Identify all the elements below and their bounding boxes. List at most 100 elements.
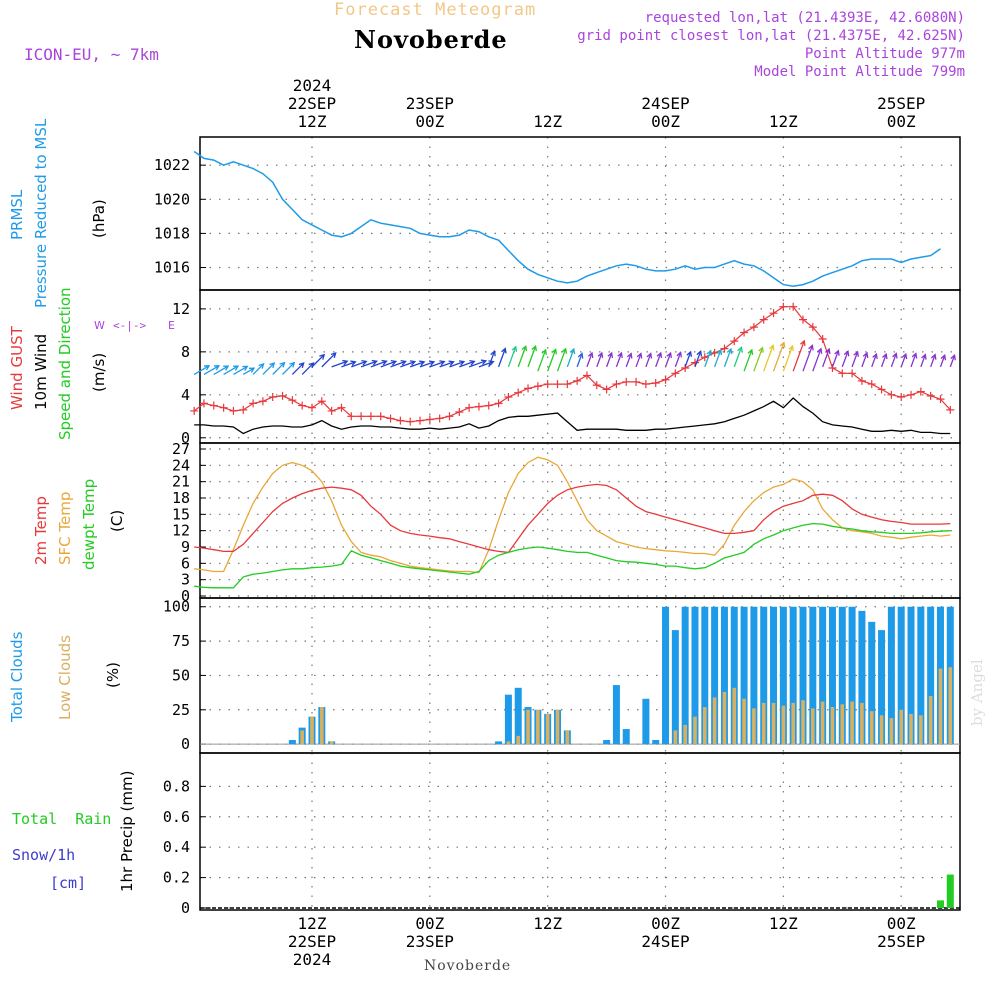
wind-arrow <box>841 350 850 368</box>
wind-arrow <box>449 360 466 368</box>
wind-arrow <box>488 350 496 368</box>
total-cloud-bar <box>495 741 503 745</box>
wind-arrow-head <box>319 353 326 360</box>
wind-arrow <box>596 351 604 368</box>
wind-arrow-head <box>950 353 956 361</box>
gust-marker <box>720 344 729 353</box>
wind-arrow <box>772 341 786 372</box>
gust-marker <box>190 406 199 415</box>
wind-arrow-head <box>800 339 806 346</box>
wind-arrow-shaft <box>517 345 527 368</box>
wind-arrow-shaft <box>880 353 887 368</box>
gust-marker <box>848 369 857 378</box>
gust-marker <box>818 334 827 343</box>
wind-arrow-head <box>390 360 398 366</box>
wind-arrow <box>694 350 703 368</box>
gust-marker <box>867 380 876 389</box>
gust-marker <box>308 403 316 412</box>
wind-arrow-shaft <box>547 349 557 372</box>
wind-arrow-shaft <box>419 361 435 368</box>
total-cloud-bar <box>799 606 807 745</box>
wind-arrow-head <box>816 347 823 354</box>
low-cloud-bar <box>712 697 717 745</box>
wind-arrow-shaft <box>351 360 367 368</box>
wind-arrow-shaft <box>390 360 406 368</box>
wind-arrow-shaft <box>871 353 878 368</box>
wind-arrow-shaft <box>674 352 682 368</box>
bottom-time-label: 12Z <box>298 914 327 933</box>
total-cloud-bar <box>711 606 719 745</box>
wind-arrow-shaft <box>233 365 248 375</box>
forecast-meteogram-title: Forecast Meteogram <box>334 0 537 20</box>
wind-arrow <box>792 339 806 372</box>
wind-arrow <box>517 344 528 368</box>
low-cloud-bar <box>526 709 530 745</box>
wind-arrow-head <box>428 360 436 367</box>
total-cloud-bar <box>720 606 728 745</box>
ytick-label: 0 <box>181 735 190 753</box>
gust-marker <box>504 392 513 401</box>
low-cloud-bar <box>732 687 737 745</box>
wind-arrow <box>370 359 388 368</box>
total-cloud-bar <box>730 606 738 745</box>
gust-marker <box>327 406 336 415</box>
gust-marker <box>239 405 248 414</box>
wind-arrow-shaft <box>576 353 583 368</box>
wind-arrow-head <box>930 353 937 360</box>
wind-arrow-shaft <box>939 355 946 368</box>
panel-frame <box>199 442 961 599</box>
gust-marker <box>298 401 307 410</box>
wind-arrow <box>655 351 663 368</box>
total-cloud-bar <box>701 606 709 745</box>
total-cloud-bar <box>671 630 679 745</box>
wind-arrow-head <box>686 350 693 357</box>
wind-arrow-head <box>636 352 643 359</box>
wind-arrow-shaft <box>449 361 465 368</box>
total-cloud-bar <box>770 606 778 745</box>
wind-arrow-shaft <box>900 353 907 368</box>
low-cloud-bar <box>536 709 540 745</box>
wind-arrow-head <box>248 367 256 373</box>
gust-marker <box>366 412 375 421</box>
top-time-label: 00Z <box>415 112 444 131</box>
wind-arrow-shaft <box>409 361 425 368</box>
wind-arrow <box>203 365 221 375</box>
low-cloud-bar <box>761 702 766 745</box>
wind-arrow-head <box>490 350 496 357</box>
gust-marker <box>435 414 444 423</box>
ytick-label: 0.8 <box>163 777 190 795</box>
wind-arrow-shaft <box>321 352 337 368</box>
wind-arrow-head <box>469 360 476 366</box>
gust-marker <box>396 416 405 425</box>
wind-arrow <box>547 348 558 372</box>
wind-arrow <box>400 360 417 368</box>
wind-arrow-head <box>381 359 388 366</box>
wind-arrow-shaft <box>743 349 753 372</box>
wind-arrow <box>871 352 878 368</box>
ytick-label: 0 <box>181 429 190 447</box>
gust-marker <box>533 382 542 391</box>
ytick-label: 9 <box>181 538 190 556</box>
wind-arrow-shaft <box>507 346 517 368</box>
top-time-label: 23SEP <box>406 94 454 113</box>
panel-frame <box>199 289 961 444</box>
low-cloud-bar <box>310 716 314 745</box>
gust-marker <box>779 302 788 311</box>
low-cloud-bar <box>693 716 697 745</box>
low-cloud-bar <box>545 713 550 745</box>
wind-arrow-shaft <box>704 350 712 368</box>
gust-marker <box>582 371 591 380</box>
low-cloud-bar <box>811 708 815 745</box>
wind-arrow-head <box>656 351 663 359</box>
total-cloud-bar <box>887 606 895 745</box>
wind-arrow-head <box>607 351 614 359</box>
wind-arrow-shaft <box>596 352 603 368</box>
wind-arrow-shaft <box>566 348 575 368</box>
wind-arrow-head <box>232 365 240 371</box>
wind-arrow <box>900 352 908 368</box>
bottom-time-label: 00Z <box>887 914 916 933</box>
gust-marker <box>622 377 631 386</box>
total-cloud-bar <box>750 606 758 745</box>
top-time-label: 25SEP <box>877 94 925 113</box>
wind-arrow-shaft <box>655 352 662 368</box>
